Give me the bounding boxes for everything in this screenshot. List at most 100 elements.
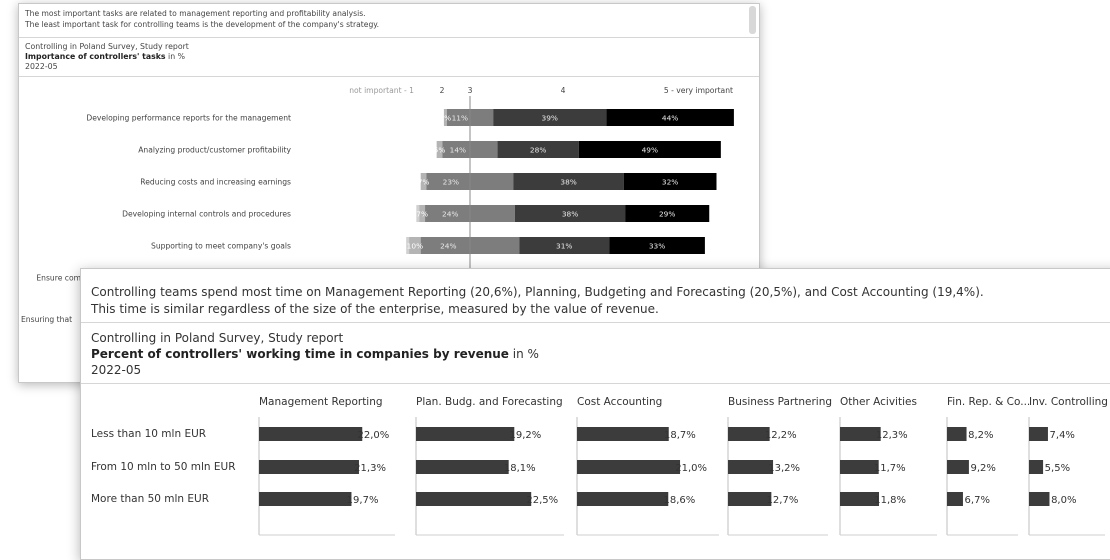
bar-segment [436, 141, 443, 158]
bar-segment [493, 109, 607, 126]
bar [1029, 427, 1048, 441]
divider [19, 76, 759, 77]
data-label: 11,8% [874, 495, 906, 506]
data-label: 39% [542, 114, 558, 123]
chart-title: Percent of controllers' working time in … [91, 347, 539, 361]
data-label: 38% [562, 210, 578, 219]
category-label: Ensuring that [21, 315, 72, 324]
scrollbar-thumb[interactable] [749, 6, 756, 34]
data-label: 8,2% [968, 430, 993, 441]
data-label: 12,3% [876, 430, 908, 441]
bar-segment [625, 205, 710, 222]
data-label: 33% [649, 242, 665, 251]
data-label: 49% [642, 146, 658, 155]
insight-line-2: This time is similar regardless of the s… [91, 302, 659, 316]
data-label: 11,7% [874, 463, 906, 474]
divider [19, 37, 759, 38]
bar-segment [420, 173, 427, 190]
panel-header: Fin. Rep. & Co... [947, 396, 1030, 408]
bar [259, 460, 359, 474]
category-label: Reducing costs and increasing earnings [140, 178, 291, 187]
data-label: 11% [452, 114, 468, 123]
bar [259, 492, 352, 506]
bar [947, 492, 963, 506]
working-time-report-card: Controlling teams spend most time on Man… [80, 268, 1110, 560]
legend-label: 2 [440, 86, 445, 95]
report-source: Controlling in Poland Survey, Study repo… [91, 331, 344, 345]
insight-line-2: The least important task for controlling… [25, 20, 380, 29]
data-label: 44% [662, 114, 678, 123]
data-label: 19,2% [510, 430, 542, 441]
data-label: 9,2% [971, 463, 996, 474]
bar [577, 460, 681, 474]
panel-header: Business Partnering [728, 396, 832, 408]
panel-header: Other Acivities [840, 396, 917, 408]
row-label: From 10 mln to 50 mln EUR [91, 461, 236, 473]
data-label: 19,7% [347, 495, 379, 506]
data-label: 7% [418, 178, 430, 187]
bar-segment [519, 237, 610, 254]
bar [1029, 460, 1044, 474]
bar-segment [514, 205, 626, 222]
data-label: 14% [450, 146, 466, 155]
data-label: 21,0% [675, 463, 707, 474]
data-label: 12,7% [767, 495, 799, 506]
data-label: 12,2% [765, 430, 797, 441]
data-label: 29% [659, 210, 675, 219]
bar [728, 492, 772, 506]
data-label: 22,5% [526, 495, 558, 506]
legend-label: 4 [561, 86, 566, 95]
bar [728, 460, 774, 474]
legend-label: 3 [468, 86, 473, 95]
data-label: 32% [662, 178, 678, 187]
data-label: 6,7% [965, 495, 990, 506]
panel-header: Management Reporting [259, 396, 383, 408]
bar-segment [609, 237, 705, 254]
report-date: 2022-05 [25, 62, 58, 71]
bar [728, 427, 770, 441]
data-label: 24% [440, 242, 456, 251]
bar [840, 492, 880, 506]
bar-segment [409, 237, 421, 254]
data-label: 7% [416, 210, 428, 219]
category-label: Developing internal controls and procedu… [122, 210, 291, 219]
data-label: 18,6% [663, 495, 695, 506]
row-label: Less than 10 mln EUR [91, 428, 206, 440]
data-label: 18,1% [504, 463, 536, 474]
divider [81, 322, 1110, 323]
report-date: 2022-05 [91, 363, 142, 377]
bar-segment [513, 173, 624, 190]
data-label: 23% [443, 178, 459, 187]
legend-label: not important - 1 [349, 86, 414, 95]
panel-header: Plan. Budg. and Forecasting [416, 396, 563, 408]
category-label: Supporting to meet company's goals [151, 242, 291, 251]
insight-line-1: Controlling teams spend most time on Man… [91, 285, 984, 299]
bar [416, 460, 509, 474]
insight-line-1: The most important tasks are related to … [25, 9, 366, 18]
bar-segment [419, 205, 426, 222]
bar [840, 427, 881, 441]
bar-segment [578, 141, 721, 158]
data-label: 5% [434, 146, 446, 155]
data-label: 18,7% [664, 430, 696, 441]
bar [259, 427, 363, 441]
panel-header: Inv. Controlling [1029, 396, 1108, 408]
category-label: Developing performance reports for the m… [86, 114, 291, 123]
category-label: Analyzing product/customer profitability [138, 146, 291, 155]
bar [947, 427, 967, 441]
data-label: 5,5% [1045, 463, 1070, 474]
bar-segment [416, 205, 420, 222]
working-time-small-multiples-chart: Management Reporting Plan. Budg. and Fore… [91, 396, 1108, 536]
bar [840, 460, 879, 474]
bar-segment [406, 237, 410, 254]
data-label: 28% [530, 146, 546, 155]
data-label: 5% [439, 114, 451, 123]
data-label: 13,2% [768, 463, 800, 474]
data-label: 21,3% [354, 463, 386, 474]
bar [577, 427, 669, 441]
divider [81, 383, 1110, 384]
bar [416, 492, 532, 506]
bar-segment [497, 141, 579, 158]
row-label: More than 50 mln EUR [91, 493, 209, 505]
chart-title: Importance of controllers' tasks in % [25, 52, 186, 61]
